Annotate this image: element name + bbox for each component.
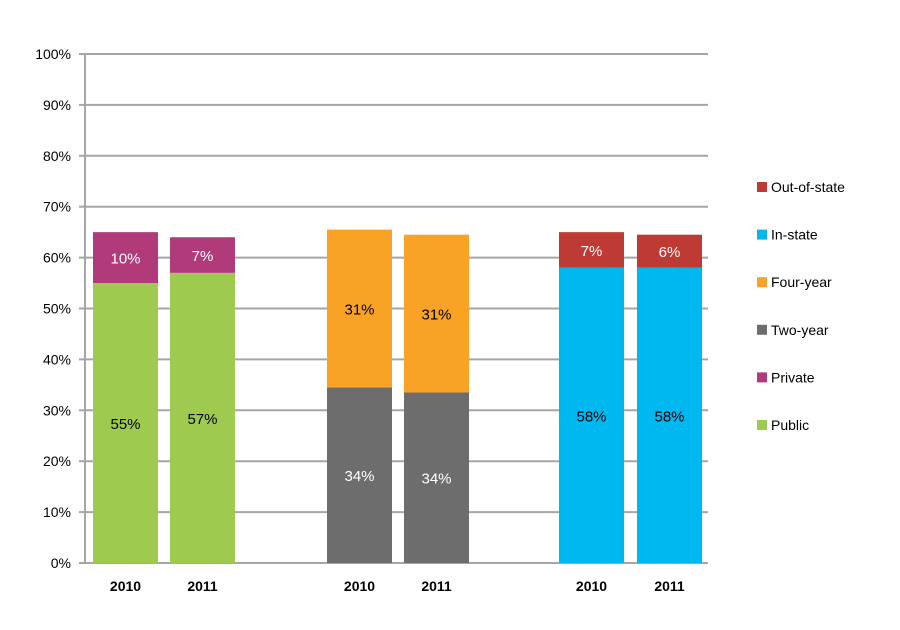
bar-segment-two-year (327, 387, 392, 563)
y-tick-label: 40% (43, 351, 71, 367)
y-tick-label: 0% (51, 555, 71, 571)
x-tick-label: 2010 (110, 578, 141, 594)
y-tick-label: 90% (43, 97, 71, 113)
legend-label: Private (771, 369, 815, 385)
y-tick-label: 80% (43, 148, 71, 164)
bar-segment-public (93, 283, 158, 563)
data-label: 34% (421, 471, 451, 488)
legend-label: Public (771, 417, 809, 433)
y-tick-label: 30% (43, 402, 71, 418)
data-label: 34% (344, 468, 374, 485)
data-label: 31% (421, 307, 451, 324)
legend-label: Out-of-state (771, 179, 845, 195)
data-label: 10% (110, 251, 140, 268)
y-tick-label: 70% (43, 199, 71, 215)
y-tick-label: 50% (43, 301, 71, 317)
data-label: 58% (654, 408, 684, 425)
bar-segment-in-state (637, 267, 702, 563)
data-label: 6% (659, 244, 681, 261)
legend-swatch-private (757, 372, 767, 383)
bar-segment-four-year (404, 234, 469, 393)
legend-swatch-two-year (757, 324, 767, 335)
x-tick-label: 2011 (187, 578, 218, 594)
bar-segment-out-of-state (637, 234, 702, 268)
legend-swatch-in-state (757, 229, 767, 240)
data-label: 7% (192, 248, 214, 265)
bar-segment-four-year (327, 229, 392, 388)
data-label: 7% (581, 243, 603, 260)
legend-swatch-four-year (757, 277, 767, 288)
x-tick-label: 2010 (344, 578, 375, 594)
legend-label: Two-year (771, 322, 829, 338)
legend-label: In-state (771, 227, 818, 243)
data-label: 55% (110, 416, 140, 433)
x-tick-label: 2011 (654, 578, 685, 594)
bar-segment-two-year (404, 392, 469, 563)
legend-swatch-public (757, 420, 767, 430)
x-tick-label: 2011 (421, 578, 452, 594)
y-tick-label: 100% (35, 46, 71, 62)
bar-segment-out-of-state (559, 232, 624, 268)
legend-swatch-out-of-state (757, 182, 767, 192)
y-tick-label: 10% (43, 504, 71, 520)
bar-segment-in-state (559, 267, 624, 563)
x-tick-label: 2010 (576, 578, 607, 594)
y-tick-label: 20% (43, 453, 71, 469)
bar-segment-private (93, 232, 158, 284)
bar-segment-public (170, 272, 235, 563)
y-tick-label: 60% (43, 250, 71, 266)
bar-segment-private (170, 237, 235, 273)
data-label: 31% (344, 302, 374, 319)
data-label: 58% (576, 408, 606, 425)
legend-label: Four-year (771, 274, 832, 290)
data-label: 57% (187, 411, 217, 428)
